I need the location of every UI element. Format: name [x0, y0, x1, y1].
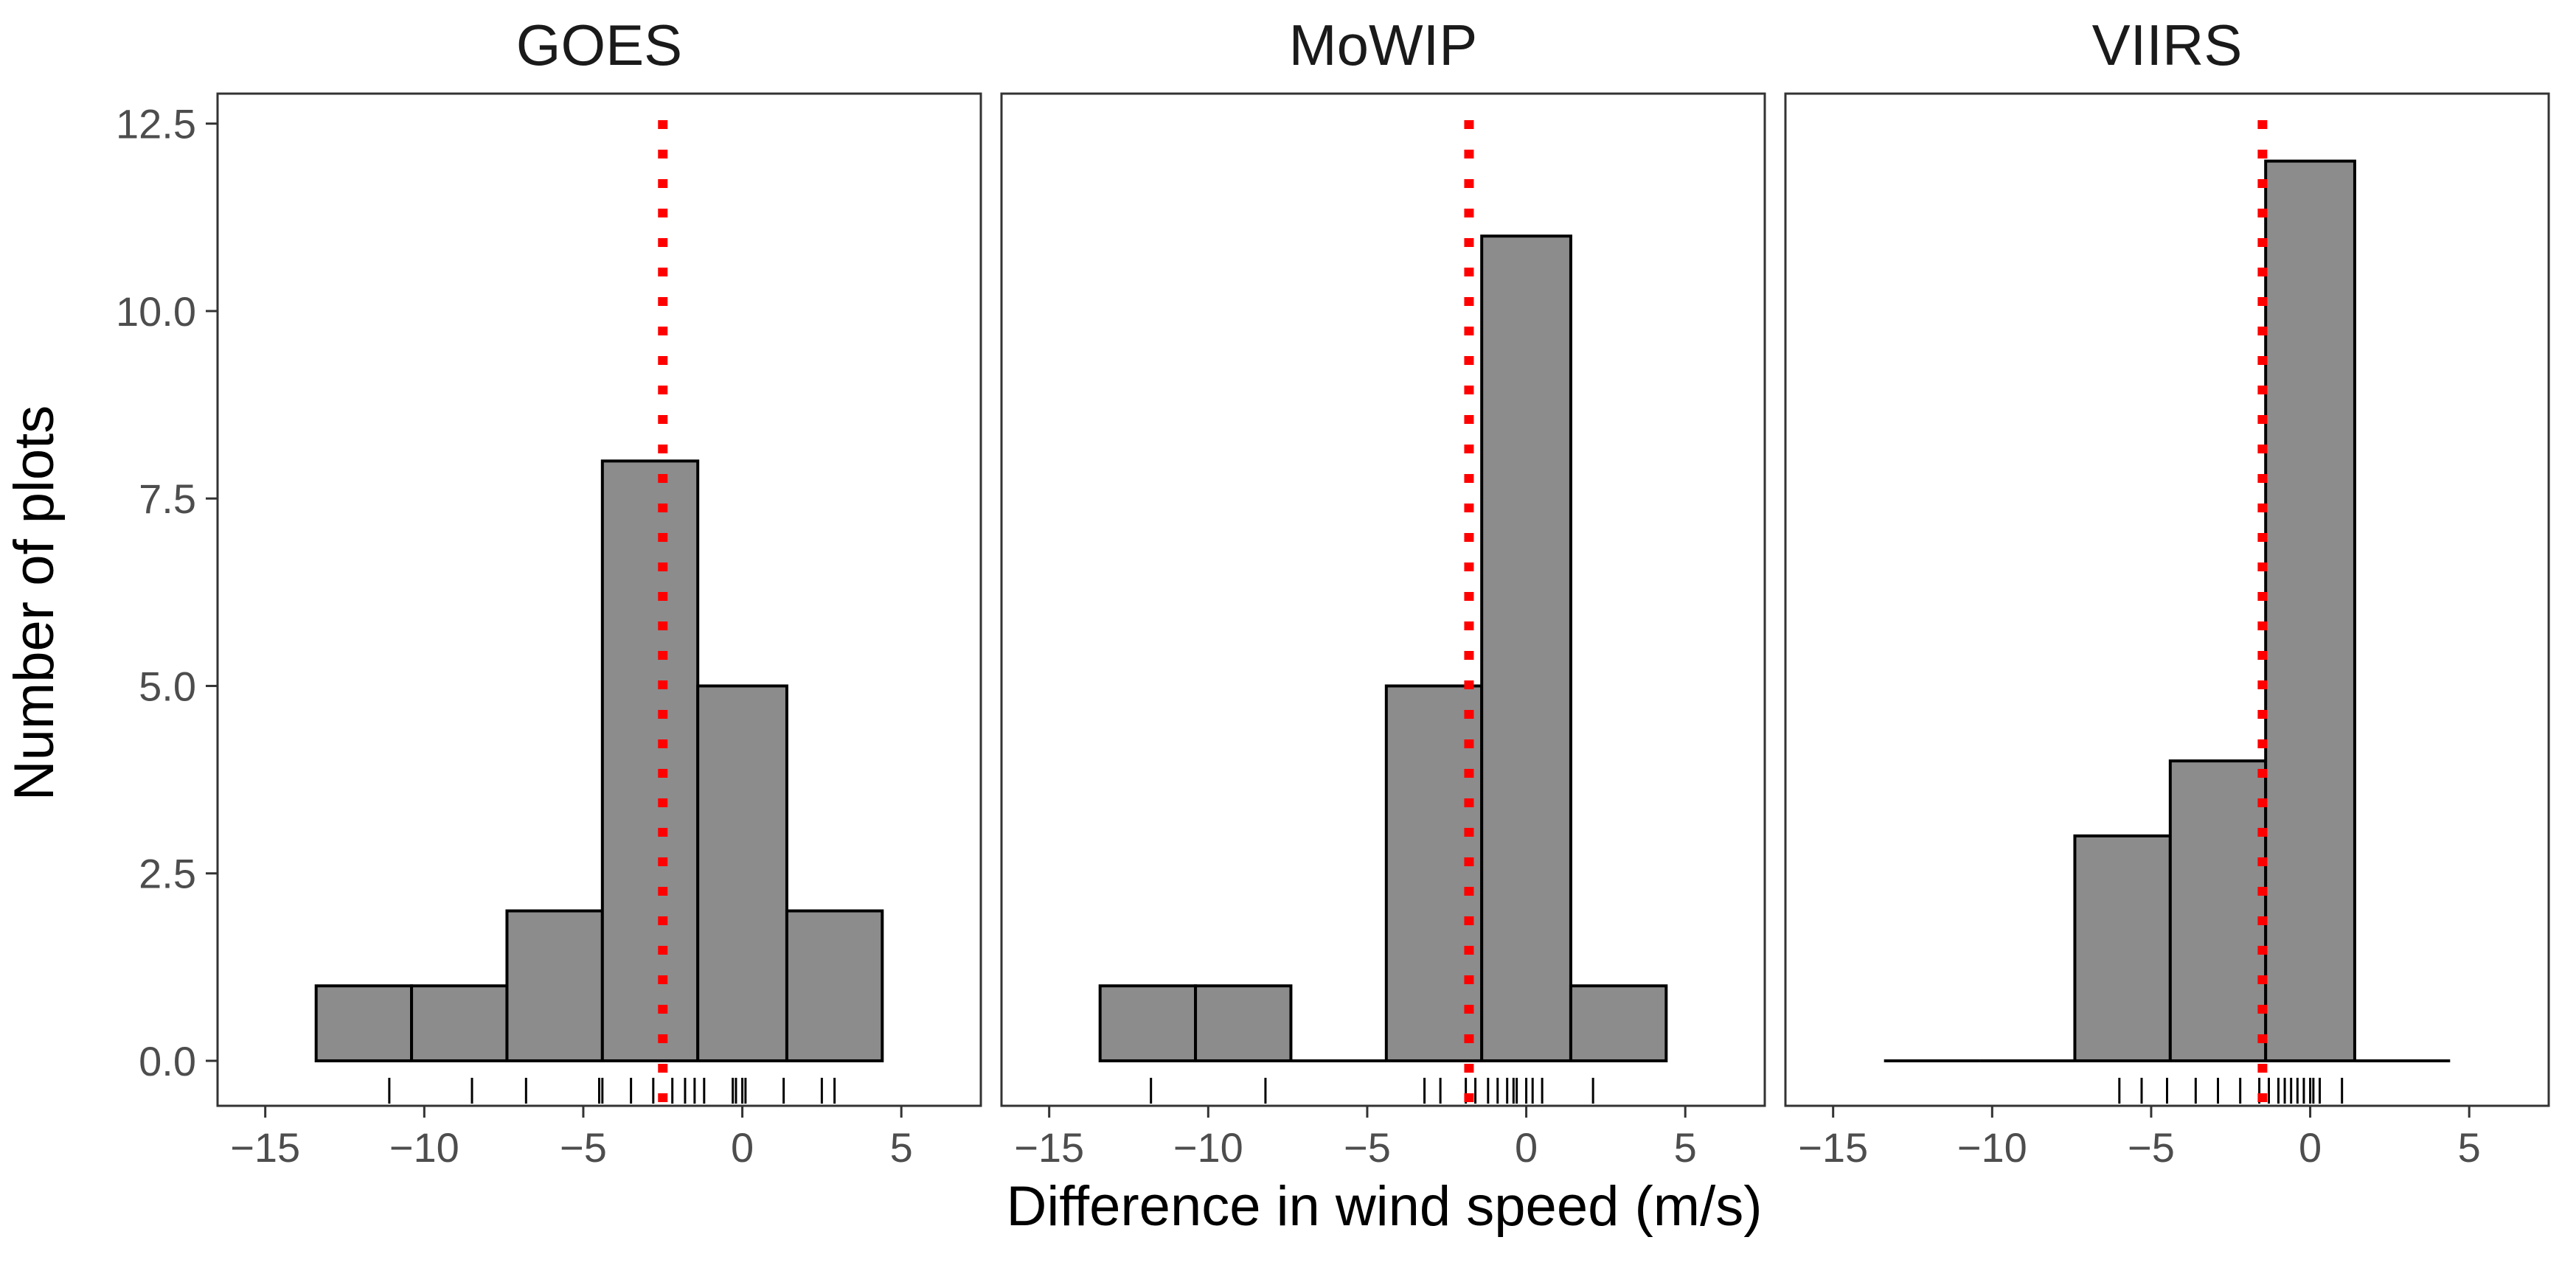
- histogram-bar: [2264, 159, 2356, 1062]
- y-tick-label: 12.5: [116, 101, 196, 147]
- panel-title: GOES: [516, 13, 682, 77]
- panel-border: [216, 92, 982, 1107]
- y-tick-label: 7.5: [139, 475, 196, 522]
- histogram-bar: [1569, 984, 1668, 1062]
- histogram-bar: [1098, 984, 1198, 1062]
- x-tick-label: 5: [1674, 1124, 1697, 1171]
- x-tick-label: 0: [731, 1124, 754, 1171]
- y-tick-label: 10.0: [116, 288, 196, 335]
- histogram-bar: [600, 459, 700, 1062]
- histogram-bar: [2073, 834, 2172, 1062]
- histogram-bar: [785, 909, 884, 1062]
- panel-viirs: VIIRS −15 −10 −5 0 5: [1784, 13, 2550, 1171]
- histogram-bar: [1194, 984, 1293, 1062]
- x-tick-label: −15: [1014, 1124, 1084, 1171]
- y-tick-label: 2.5: [139, 851, 196, 897]
- x-tick-label: 5: [2458, 1124, 2481, 1171]
- y-tick-label: 0.0: [139, 1038, 196, 1084]
- x-tick-label: −10: [389, 1124, 459, 1171]
- x-tick-label: −5: [560, 1124, 607, 1171]
- x-tick-label: −15: [230, 1124, 300, 1171]
- y-tick-label: 5.0: [139, 663, 196, 709]
- facet-panels: 0.0 2.5 5.0 7.5 10.0 12.5 GOES −15 −10 −5 0 5 MoWIP −…: [116, 13, 2550, 1171]
- panel-goes: GOES −15 −10 −5 0 5: [216, 13, 982, 1171]
- x-tick-label: 5: [890, 1124, 913, 1171]
- x-axis-title: Difference in wind speed (m/s): [1006, 1175, 1762, 1238]
- panel-border: [1000, 92, 1766, 1107]
- histogram-bar: [410, 984, 509, 1062]
- y-axis-title: Number of plots: [3, 405, 66, 801]
- x-tick-label: −10: [1957, 1124, 2027, 1171]
- histogram-bar: [2168, 759, 2268, 1062]
- panel-border: [1784, 92, 2550, 1107]
- x-tick-label: −15: [1798, 1124, 1868, 1171]
- histogram-bar: [314, 984, 414, 1062]
- x-tick-label: −5: [2128, 1124, 2175, 1171]
- histogram-bar: [505, 909, 604, 1062]
- panel-title: VIIRS: [2092, 13, 2243, 77]
- x-tick-label: 0: [2299, 1124, 2322, 1171]
- x-tick-label: 0: [1515, 1124, 1538, 1171]
- x-tick-label: −10: [1173, 1124, 1243, 1171]
- panel-mowip: MoWIP −15 −10 −5 0 5: [1000, 13, 1766, 1171]
- x-tick-label: −5: [1344, 1124, 1391, 1171]
- histogram-bar: [696, 684, 788, 1062]
- histogram-bar: [1480, 234, 1572, 1062]
- panel-title: MoWIP: [1289, 13, 1478, 77]
